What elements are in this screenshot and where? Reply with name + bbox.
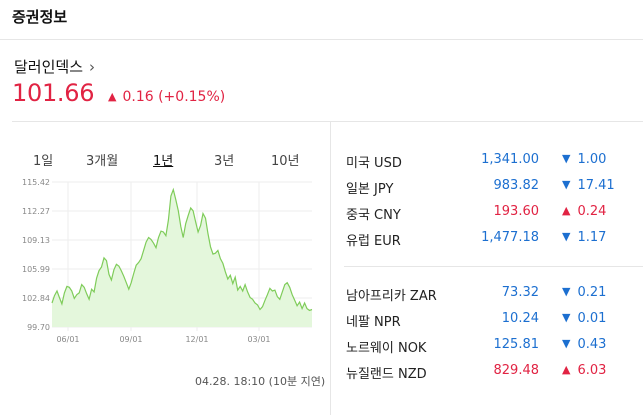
y-tick-label: 102.84 [22,294,50,303]
index-name: 달러인덱스 [14,58,84,76]
currency-price: 1,341.00 [481,152,539,167]
y-tick-label: 99.70 [27,323,50,332]
currency-name: 일본 JPY [346,182,394,197]
tab-1year[interactable]: 1년 [153,154,174,169]
currency-change-value: 1.00 [577,152,607,167]
x-tick-label: 03/01 [247,335,270,344]
index-value: 101.66 [12,79,95,107]
currency-change: ▲ 6.03 [562,363,606,378]
currency-row[interactable]: 중국 CNY 193.60 ▲ 0.24 [346,204,643,224]
vertical-divider [330,122,331,415]
timestamp: 04.28. 18:10 (10분 지연) [195,375,326,388]
x-tick-label: 06/01 [56,335,79,344]
y-tick-label: 109.13 [22,236,50,245]
x-tick-label: 12/01 [185,335,208,344]
currency-change-value: 0.01 [577,311,607,326]
currency-change: ▼ 0.43 [562,337,606,352]
currency-change-value: 17.41 [577,178,615,193]
currency-change: ▲ 0.24 [562,204,606,219]
index-change: ▲ 0.16 (+0.15%) [108,89,225,105]
currency-change-value: 0.21 [577,285,607,300]
tab-10year[interactable]: 10년 [271,154,300,169]
section-title: 증권정보 [12,8,68,26]
currency-row[interactable]: 뉴질랜드 NZD 829.48 ▲ 6.03 [346,363,643,383]
currency-row[interactable]: 네팔 NPR 10.24 ▼ 0.01 [346,311,643,331]
up-triangle-icon: ▲ [108,90,117,103]
y-axis-labels: 115.42 112.27 109.13 105.99 102.84 99.70 [22,178,50,332]
currency-row[interactable]: 미국 USD 1,341.00 ▼ 1.00 [346,152,643,172]
chart-area [52,189,312,327]
currency-change-value: 0.24 [577,204,607,219]
currency-change-value: 0.43 [577,337,607,352]
currency-change-value: 1.17 [577,230,607,245]
currency-name: 유럽 EUR [346,234,401,249]
currency-change: ▼ 1.00 [562,152,606,167]
currency-name: 네팔 NPR [346,315,401,330]
x-axis-labels: 06/01 09/01 12/01 03/01 [56,335,270,344]
currency-row[interactable]: 노르웨이 NOK 125.81 ▼ 0.43 [346,337,643,357]
currency-change-value: 6.03 [577,363,607,378]
tab-3month[interactable]: 3개월 [86,154,119,169]
currency-price: 125.81 [493,337,540,352]
currency-price: 1,477.18 [481,230,539,245]
currency-change: ▼ 0.21 [562,285,606,300]
header-divider [0,39,643,40]
currency-name: 남아프리카 ZAR [346,289,437,304]
down-triangle-icon: ▼ [562,311,571,324]
up-triangle-icon: ▲ [562,204,571,217]
currency-row[interactable]: 남아프리카 ZAR 73.32 ▼ 0.21 [346,285,643,305]
currency-price: 983.82 [493,178,540,193]
currency-price: 10.24 [501,311,539,326]
currency-price: 193.60 [493,204,540,219]
currency-name: 뉴질랜드 NZD [346,367,427,382]
y-tick-label: 112.27 [22,207,50,216]
currency-price: 829.48 [493,363,540,378]
currency-change: ▼ 0.01 [562,311,606,326]
down-triangle-icon: ▼ [562,152,571,165]
content-divider [12,121,643,122]
currency-row[interactable]: 일본 JPY 983.82 ▼ 17.41 [346,178,643,198]
chevron-right-icon: › [89,58,96,76]
down-triangle-icon: ▼ [562,337,571,350]
up-triangle-icon: ▲ [562,363,571,376]
index-name-link[interactable]: 달러인덱스 › [14,56,95,77]
chart-line [51,187,313,312]
currency-name: 미국 USD [346,156,402,171]
currency-change: ▼ 17.41 [562,178,615,193]
index-change-value: 0.16 (+0.15%) [122,89,226,105]
currency-name: 중국 CNY [346,208,401,223]
currency-group-divider [344,266,643,267]
currency-price: 73.32 [501,285,539,300]
down-triangle-icon: ▼ [562,230,571,243]
tab-3year[interactable]: 3년 [214,154,235,169]
currency-name: 노르웨이 NOK [346,341,427,356]
down-triangle-icon: ▼ [562,285,571,298]
y-tick-label: 115.42 [22,178,50,187]
tab-1day[interactable]: 1일 [33,154,54,169]
currency-change: ▼ 1.17 [562,230,606,245]
down-triangle-icon: ▼ [562,178,571,191]
y-tick-label: 105.99 [22,265,50,274]
x-tick-label: 09/01 [119,335,142,344]
currency-row[interactable]: 유럽 EUR 1,477.18 ▼ 1.17 [346,230,643,250]
price-chart: 115.42 112.27 109.13 105.99 102.84 99.70 06/0… [22,178,313,344]
